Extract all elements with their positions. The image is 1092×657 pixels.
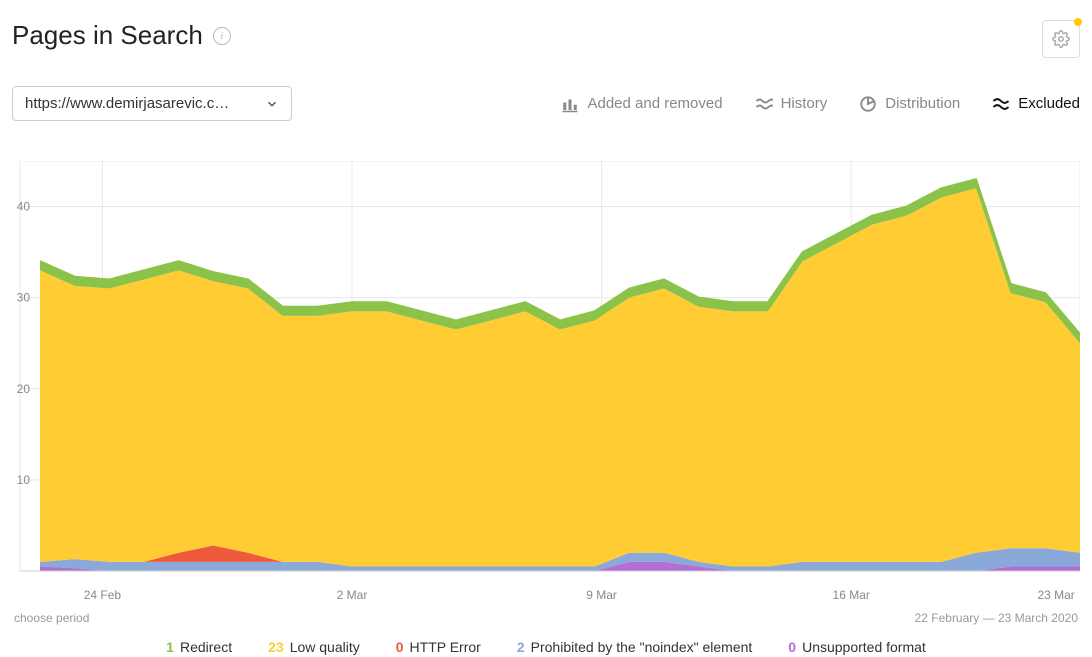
svg-text:40: 40 xyxy=(17,200,31,214)
legend-label: Prohibited by the "noindex" element xyxy=(531,639,753,655)
domain-select-value: https://www.demirjasarevic.c… xyxy=(25,95,229,112)
legend-item-redirect[interactable]: 1 Redirect xyxy=(166,639,232,655)
legend-item-unsupported[interactable]: 0 Unsupported format xyxy=(788,639,926,655)
excluded-chart: 10 20 30 40 xyxy=(12,161,1080,581)
svg-text:30: 30 xyxy=(17,291,31,305)
bars-icon xyxy=(561,95,579,113)
page-title: Pages in Search xyxy=(12,20,203,51)
info-icon[interactable]: i xyxy=(213,27,231,45)
tab-history[interactable]: History xyxy=(755,95,828,113)
tab-distribution[interactable]: Distribution xyxy=(859,95,960,113)
chart-x-axis: 24 Feb 2 Mar 9 Mar 16 Mar 23 Mar xyxy=(12,585,1080,607)
legend-label: Redirect xyxy=(180,639,232,655)
tab-label: Distribution xyxy=(885,95,960,112)
legend-count: 23 xyxy=(268,639,284,655)
tab-label: Excluded xyxy=(1018,95,1080,112)
waves-icon xyxy=(755,95,773,113)
legend-count: 0 xyxy=(396,639,404,655)
pie-icon xyxy=(859,95,877,113)
gear-icon xyxy=(1052,30,1070,48)
legend-count: 1 xyxy=(166,639,174,655)
svg-text:10: 10 xyxy=(17,473,31,487)
legend-label: HTTP Error xyxy=(410,639,481,655)
legend-label: Low quality xyxy=(290,639,360,655)
tab-added-removed[interactable]: Added and removed xyxy=(561,95,722,113)
svg-text:9 Mar: 9 Mar xyxy=(586,588,617,602)
svg-text:24 Feb: 24 Feb xyxy=(84,588,122,602)
layers-icon xyxy=(992,95,1010,113)
date-range-label: 22 February — 23 March 2020 xyxy=(915,611,1078,625)
legend-item-http[interactable]: 0 HTTP Error xyxy=(396,639,481,655)
legend-count: 0 xyxy=(788,639,796,655)
chevron-down-icon xyxy=(265,97,279,111)
svg-text:2 Mar: 2 Mar xyxy=(337,588,368,602)
legend-count: 2 xyxy=(517,639,525,655)
svg-text:16 Mar: 16 Mar xyxy=(833,588,870,602)
tab-excluded[interactable]: Excluded xyxy=(992,95,1080,113)
legend-item-noindex[interactable]: 2 Prohibited by the "noindex" element xyxy=(517,639,752,655)
view-tabs: Added and removed History Distribution E… xyxy=(561,95,1080,113)
settings-button[interactable] xyxy=(1042,20,1080,58)
domain-select[interactable]: https://www.demirjasarevic.c… xyxy=(12,86,292,121)
tab-label: Added and removed xyxy=(587,95,722,112)
notification-dot xyxy=(1074,18,1082,26)
svg-text:23 Mar: 23 Mar xyxy=(1037,588,1074,602)
svg-text:20: 20 xyxy=(17,382,31,396)
legend-item-low_quality[interactable]: 23 Low quality xyxy=(268,639,360,655)
legend-label: Unsupported format xyxy=(802,639,926,655)
choose-period-link[interactable]: choose period xyxy=(14,611,89,625)
tab-label: History xyxy=(781,95,828,112)
chart-legend: 1 Redirect 23 Low quality 0 HTTP Error 2 Prohib… xyxy=(12,639,1080,655)
